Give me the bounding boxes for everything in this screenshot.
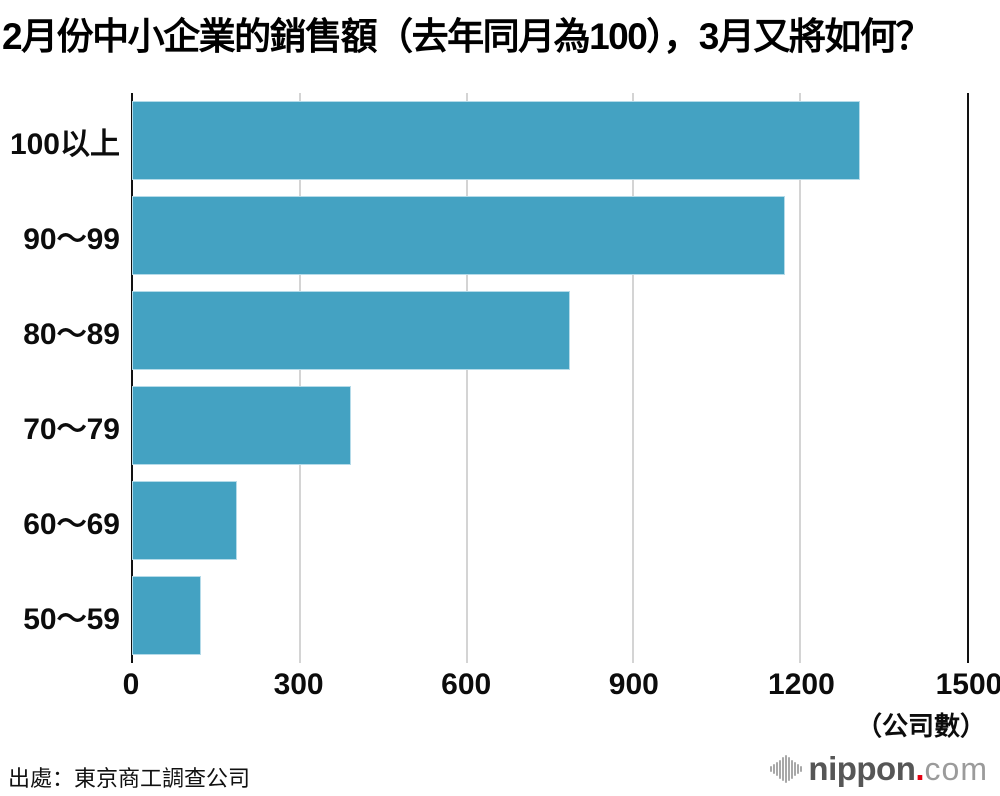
soundwave-icon: [770, 755, 803, 783]
source-note: 出處：東京商工調查公司: [8, 766, 251, 791]
x-axis-unit-label: （公司數）: [855, 711, 986, 741]
y-axis-label: 60〜69: [23, 507, 120, 541]
bar-90〜99: [132, 196, 785, 275]
y-axis-label: 70〜79: [23, 412, 120, 446]
bar-60〜69: [132, 481, 237, 560]
y-axis-label: 80〜89: [23, 317, 120, 351]
bar-70〜79: [132, 386, 351, 465]
y-axis-label: 90〜99: [23, 222, 120, 256]
x-axis-tick-label: 300: [273, 668, 324, 701]
plot-area: [131, 93, 969, 663]
gridline: [632, 93, 635, 663]
gridline: [298, 93, 301, 663]
chart-title: 2月份中小企業的銷售額（去年同月為100），3月又將如何？: [2, 16, 932, 57]
bar-band-70〜79: [132, 378, 967, 473]
bar-80〜89: [131, 291, 571, 370]
y-axis-label: 50〜59: [23, 602, 120, 636]
x-axis-tick-label: 1500: [935, 668, 1000, 701]
bar-band-60〜69: [132, 473, 967, 568]
bar-band-80〜89: [131, 283, 967, 378]
logo-dot: .: [915, 750, 925, 787]
y-axis-labels: 100以上 90〜99 80〜89 70〜79 60〜69 50〜59: [0, 93, 120, 663]
bar-band-90〜99: [132, 188, 967, 283]
x-axis-tick-labels: 0 300 600 900 1200 1500: [123, 668, 1000, 704]
y-axis-label: 100以上: [9, 127, 120, 161]
x-axis-tick-label: 600: [441, 668, 492, 701]
logo-name-text: nippon: [808, 750, 916, 787]
x-axis-tick-label: 1200: [768, 668, 835, 701]
bar-band-50〜59: [132, 568, 967, 663]
gridline: [465, 93, 468, 663]
x-axis-tick-label: 900: [608, 668, 659, 701]
nippon-logo: nippon . com: [770, 748, 988, 790]
gridline: [799, 93, 802, 663]
logo-tld-text: com: [924, 750, 988, 787]
x-axis-tick-label: 0: [122, 668, 140, 701]
bar-100以上: [132, 101, 860, 180]
bar-50〜59: [132, 576, 201, 655]
bar-band-100以上: [132, 93, 967, 188]
